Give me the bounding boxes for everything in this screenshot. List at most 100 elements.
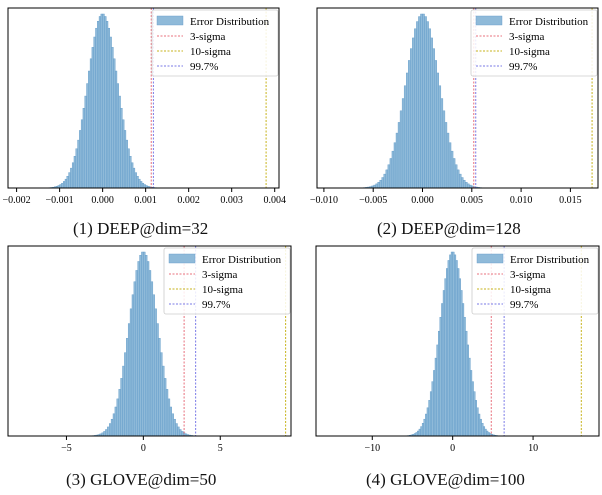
histogram-bar <box>393 142 397 189</box>
histogram-bar <box>131 162 134 189</box>
histogram-bar <box>465 182 468 189</box>
legend-label: Error Distribution <box>509 16 589 28</box>
histogram-bar <box>179 429 182 437</box>
histogram-bar <box>377 182 380 189</box>
legend-swatch-histogram <box>476 253 504 264</box>
legend-label: 99.7% <box>202 299 230 311</box>
histogram-bar <box>131 294 135 437</box>
histogram-bar <box>98 16 102 189</box>
legend: Error Distribution 3-sigma 10-sigma 99.7% <box>470 9 598 77</box>
legend: Error Distribution 3-sigma 10-sigma 99.7% <box>471 247 599 315</box>
histogram-bar <box>444 278 447 437</box>
histogram-bar <box>135 270 138 437</box>
histogram-bar <box>152 294 155 437</box>
histogram-bar <box>141 251 144 437</box>
histogram-bar <box>483 426 486 437</box>
legend-label: 99.7% <box>190 61 218 73</box>
histogram-bar <box>446 268 449 437</box>
legend-box <box>471 247 599 315</box>
histogram-bar <box>389 158 393 189</box>
histogram-bar <box>116 83 119 189</box>
histogram-bar <box>143 184 146 189</box>
x-tick-label: 0.004 <box>263 195 286 206</box>
axes-frame <box>7 245 292 437</box>
legend-box <box>470 9 598 77</box>
x-tick-label: 0.002 <box>177 195 200 206</box>
histogram-bar <box>416 21 419 189</box>
histogram-bars <box>48 13 157 189</box>
histogram-bar <box>129 156 132 189</box>
histogram-bar <box>107 426 110 437</box>
histogram-bar <box>137 261 140 437</box>
histogram-bar <box>143 251 146 437</box>
histogram-bar <box>129 308 133 437</box>
histogram-bar <box>108 423 112 437</box>
chart-panel-3: −5 0 5 Error Distribution 3-sigma 10-sigma 99.… <box>7 245 292 454</box>
histogram-bar <box>126 338 129 437</box>
histogram-bar <box>447 260 450 437</box>
histogram-bar <box>91 47 94 189</box>
legend-label: 99.7% <box>509 61 537 73</box>
histogram-bar <box>122 119 125 189</box>
histogram-bar <box>414 28 417 189</box>
legend-label: 3-sigma <box>510 269 546 281</box>
histogram-bar <box>448 142 452 189</box>
legend: Error Distribution 3-sigma 10-sigma 99.7% <box>151 9 279 77</box>
histogram-bar <box>438 85 442 189</box>
legend-label: Error Distribution <box>190 16 270 28</box>
histogram-bar <box>439 317 442 437</box>
histogram-bar <box>156 323 159 437</box>
histogram-bar <box>479 418 482 437</box>
histogram-bar <box>385 169 389 189</box>
x-tick-label: 0.015 <box>559 195 582 206</box>
chart-panel-4: −10 0 10 Error Distribution 3-sigma 10-sigma 9… <box>315 245 600 454</box>
histogram-bar <box>383 173 387 189</box>
histogram-bar <box>154 308 157 437</box>
histogram-bar <box>415 432 418 437</box>
histogram-bar <box>73 156 76 189</box>
histogram-bar <box>468 357 471 437</box>
histogram-bar <box>428 400 431 437</box>
x-tick-label: 0.000 <box>91 195 114 206</box>
histogram-bar <box>165 389 169 437</box>
axes-frame <box>316 7 599 189</box>
histogram-bar <box>478 413 481 437</box>
histogram-bar <box>434 357 437 437</box>
caption-4: (4) GLOVE@dim=100 <box>366 470 525 489</box>
histogram-bar <box>82 107 85 189</box>
histogram-bar <box>440 98 444 189</box>
legend-label: 10-sigma <box>190 46 231 58</box>
histogram-bar <box>433 370 436 437</box>
histogram-bar <box>460 290 463 437</box>
legend-label: 3-sigma <box>190 31 226 43</box>
histogram-bar <box>109 36 112 189</box>
legend-label: 10-sigma <box>509 46 550 58</box>
histogram-bar <box>110 418 114 437</box>
histogram-bar <box>114 406 117 437</box>
chart-panel-1: −0.002 −0.001 0.000 0.001 0.002 0.003 0.004 Err… <box>3 7 286 206</box>
histogram-bars <box>363 13 482 189</box>
histogram-bar <box>164 378 167 437</box>
histogram-bar <box>442 290 445 437</box>
histogram-bar <box>150 281 154 437</box>
histogram-bar <box>167 398 171 437</box>
histogram-bar <box>162 365 165 437</box>
histogram-bar <box>63 181 66 189</box>
histogram-bar <box>434 60 437 189</box>
legend-swatch-histogram <box>156 15 184 26</box>
histogram-bar <box>70 167 73 189</box>
x-tick-label: −0.005 <box>359 195 387 206</box>
histogram-bar <box>436 72 440 189</box>
axes-frame <box>7 7 280 189</box>
histogram-bar <box>61 182 64 189</box>
x-tick-label: −10 <box>364 443 380 454</box>
histogram-bar <box>423 418 426 437</box>
histogram-bar <box>107 27 111 189</box>
histogram-bar <box>140 181 143 189</box>
histogram-bar <box>181 431 184 437</box>
histogram-bar <box>381 177 384 189</box>
histogram-bar <box>397 122 401 189</box>
histogram-bar <box>466 344 469 437</box>
histogram-bar <box>118 389 121 437</box>
